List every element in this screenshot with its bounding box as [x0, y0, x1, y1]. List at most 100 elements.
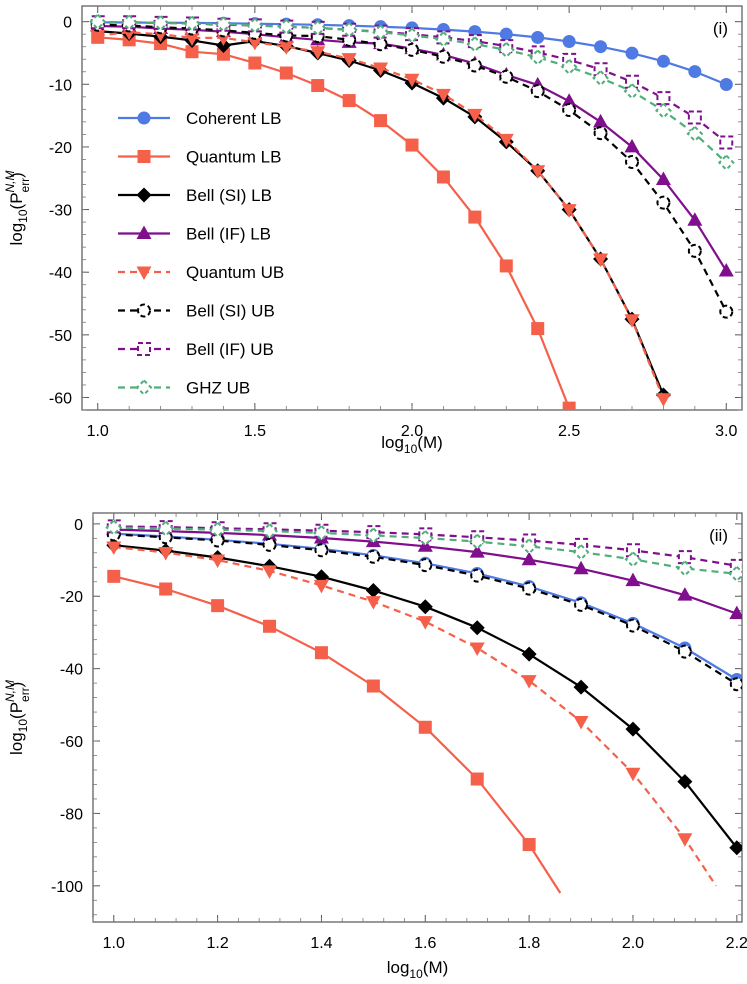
data-point-quantum-ub — [210, 554, 226, 569]
data-point-bell-if-lb — [561, 93, 577, 107]
data-point-bell-si-ub — [470, 568, 485, 583]
data-point-ghz-ub — [728, 565, 742, 583]
data-point-bell-si-lb — [625, 721, 641, 737]
data-point-quantum-ub — [184, 32, 200, 46]
data-point-bell-if-lb — [469, 544, 485, 558]
data-point-bell-if-lb — [718, 262, 734, 277]
data-point-bell-si-lb — [521, 646, 537, 662]
data-point-ghz-ub — [676, 559, 694, 577]
data-point-bell-si-ub — [562, 102, 577, 117]
data-point-quantum-lb — [279, 66, 293, 80]
data-point-ghz-ub — [466, 35, 484, 53]
data-point-bell-si-ub — [262, 537, 277, 552]
panel-i: 1.0 1.5 2.0 2.5 3.0 0 -10 -20 -30 -40 -50 -60 log10(… — [3, 5, 743, 456]
y-tick-label: -50 — [49, 328, 72, 345]
x-tick-label: 3.0 — [715, 423, 737, 440]
legend: Coherent LB Quantum LB Bell (SI) LB Bell (I… — [118, 109, 284, 398]
data-point-ghz-ub — [529, 48, 547, 66]
y-tick-label: 0 — [74, 517, 83, 534]
data-point-quantum-ub — [521, 675, 537, 689]
data-point-coherent-lb — [594, 40, 608, 54]
plot-area — [105, 519, 742, 894]
data-point-bell-si-ub — [687, 243, 702, 258]
data-point-quantum-lb — [263, 619, 277, 633]
data-point-ghz-ub — [520, 537, 538, 555]
data-point-ghz-ub — [120, 13, 138, 31]
data-point-quantum-lb — [311, 79, 325, 93]
series-line-bell-si-lb — [113, 544, 738, 849]
x-tick-label: 2.0 — [622, 935, 644, 952]
data-point-coherent-lb — [719, 77, 733, 91]
y-tick-label: -40 — [49, 265, 72, 282]
data-point-ghz-ub — [309, 19, 327, 37]
y-tick-label: -30 — [49, 203, 72, 220]
data-point-bell-if-ub — [677, 550, 692, 565]
data-point-bell-if-lb — [573, 560, 589, 575]
data-point-quantum-ub — [404, 73, 420, 88]
data-point-quantum-lb — [211, 599, 225, 613]
legend-marker-coherent-lb — [137, 111, 151, 125]
data-point-coherent-lb — [499, 27, 513, 41]
data-point-quantum-lb — [468, 210, 482, 224]
y-tick-label: -80 — [60, 806, 83, 823]
data-point-bell-si-ub — [314, 543, 329, 558]
legend-label: Quantum UB — [186, 263, 284, 282]
data-point-bell-if-lb — [625, 572, 641, 587]
data-point-ghz-ub — [468, 533, 486, 551]
panel-label: (i) — [713, 19, 728, 38]
data-point-quantum-ub — [530, 165, 546, 179]
data-point-quantum-ub — [467, 108, 483, 123]
x-tick-label: 1.4 — [310, 935, 332, 952]
data-point-quantum-ub — [573, 715, 589, 730]
data-point-bell-si-ub — [593, 126, 608, 141]
y-tick-label: -20 — [60, 589, 83, 606]
data-point-quantum-lb — [436, 170, 450, 184]
series-line-quantum-lb — [113, 575, 562, 894]
data-point-bell-si-lb — [469, 620, 485, 636]
series-quantum-ub — [106, 541, 717, 887]
data-point-coherent-lb — [656, 54, 670, 68]
data-point-ghz-ub — [572, 543, 590, 561]
data-point-bell-si-ub — [405, 42, 419, 57]
data-point-bell-si-ub — [530, 84, 545, 99]
data-point-quantum-lb — [470, 772, 484, 786]
data-point-ghz-ub — [183, 15, 201, 32]
data-point-ghz-ub — [717, 154, 735, 172]
data-point-ghz-ub — [497, 41, 515, 59]
legend-marker-quantum-ub — [136, 266, 152, 280]
data-point-bell-si-ub — [436, 49, 451, 64]
legend-marker-quantum-lb — [137, 150, 151, 163]
series-line-quantum-ub — [97, 31, 665, 400]
y-axis-label: log10(PN,Merr) — [3, 680, 32, 755]
data-point-quantum-ub — [469, 642, 485, 657]
y-tick-label: -60 — [49, 390, 72, 407]
data-point-ghz-ub — [215, 15, 232, 33]
legend-label: Bell (SI) UB — [186, 302, 275, 321]
data-point-bell-if-lb — [521, 551, 537, 566]
data-point-coherent-lb — [688, 65, 702, 79]
x-tick-label: 1.0 — [87, 423, 109, 440]
data-point-bell-if-ub — [625, 543, 640, 558]
y-tick-label: -100 — [51, 879, 83, 896]
y-tick-label: -20 — [49, 140, 72, 157]
data-point-ghz-ub — [655, 102, 672, 120]
plot-frame — [92, 512, 743, 923]
data-point-bell-si-lb — [677, 774, 693, 790]
x-tick-label: 1.8 — [518, 935, 540, 952]
data-point-quantum-ub — [677, 833, 693, 847]
x-tick-label: 1.0 — [103, 935, 125, 952]
x-axis-label: log10(M) — [387, 958, 449, 981]
data-point-bell-si-ub — [366, 549, 381, 564]
data-point-bell-si-ub — [418, 558, 433, 573]
plot-area — [89, 13, 735, 410]
x-axis-label: log10(M) — [381, 433, 443, 456]
data-point-bell-if-lb — [677, 587, 693, 601]
data-point-bell-if-lb — [687, 212, 703, 226]
data-point-bell-si-lb — [417, 599, 433, 615]
legend-marker-bell-si-ub — [137, 303, 151, 318]
x-tick-label: 2.5 — [558, 423, 580, 440]
x-tick-label: 1.2 — [206, 935, 228, 952]
data-point-quantum-ub — [313, 579, 329, 594]
data-point-bell-si-ub — [467, 58, 482, 73]
